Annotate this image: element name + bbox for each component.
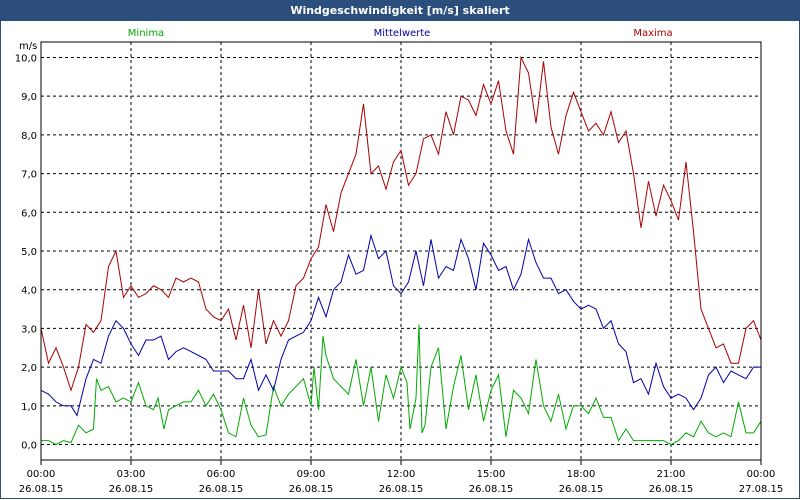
y-tick-label: 7,0 [21, 170, 37, 181]
x-tick-time: 00:00 [27, 469, 56, 480]
grid [41, 42, 761, 460]
x-tick-time: 06:00 [207, 469, 236, 480]
chart-title: Windgeschwindigkeit [m/s] skaliert [0, 0, 800, 21]
legend-minima: Minima [128, 28, 164, 39]
legend-maxima: Maxima [633, 28, 672, 39]
x-tick-date: 26.08.15 [649, 484, 694, 495]
chart-frame: 0,0 1,0 2,0 3,0 4,0 5,0 6,0 7,0 8,0 9,0 10,0 00:00 2… [0, 21, 800, 499]
y-tick-label: 10,0 [15, 53, 37, 64]
y-tick-label: 9,0 [21, 92, 37, 103]
y-tick-label: 5,0 [21, 247, 37, 258]
x-tick-time: 15:00 [477, 469, 506, 480]
y-tick-label: 4,0 [21, 286, 37, 297]
series-line-maxima [40, 55, 762, 392]
x-tick-date: 26.08.15 [19, 484, 64, 495]
y-tick-label: 6,0 [21, 208, 37, 219]
x-tick-time: 12:00 [387, 469, 416, 480]
x-tick-time: 03:00 [117, 469, 146, 480]
y-axis-label: m/s [19, 41, 37, 52]
x-tick-date: 27.08.15 [739, 484, 784, 495]
series-lines [40, 55, 762, 446]
x-tick-time: 21:00 [657, 469, 686, 480]
plot-area-border [40, 41, 762, 461]
y-tick-label: 3,0 [21, 324, 37, 335]
x-tick-time: 18:00 [567, 469, 596, 480]
x-tick-date: 26.08.15 [379, 484, 424, 495]
x-tick-date: 26.08.15 [109, 484, 154, 495]
x-tick-time: 00:00 [747, 469, 776, 480]
x-tick-time: 09:00 [297, 469, 326, 480]
y-tick-label: 2,0 [21, 363, 37, 374]
y-tick-label: 0,0 [21, 441, 37, 452]
wind-speed-chart: 0,0 1,0 2,0 3,0 4,0 5,0 6,0 7,0 8,0 9,0 10,0 00:00 2… [15, 28, 784, 495]
y-tick-label: 8,0 [21, 131, 37, 142]
series-line-minima [41, 324, 762, 446]
x-tick-date: 26.08.15 [559, 484, 604, 495]
x-tick-date: 26.08.15 [289, 484, 334, 495]
x-tick-date: 26.08.15 [199, 484, 244, 495]
x-tick-date: 26.08.15 [469, 484, 514, 495]
legend-mittelwerte: Mittelwerte [374, 28, 431, 39]
y-tick-label: 1,0 [21, 402, 37, 413]
series-line-mittelwerte [40, 233, 761, 417]
axes: 0,0 1,0 2,0 3,0 4,0 5,0 6,0 7,0 8,0 9,0 10,0 00:00 2… [15, 41, 784, 495]
